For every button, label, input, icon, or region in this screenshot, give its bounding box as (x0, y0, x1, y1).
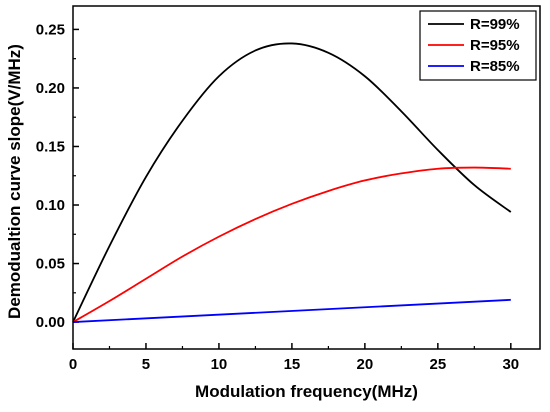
y-axis-title: Demodualtion curve slope(V/MHz) (5, 44, 24, 319)
x-tick-label: 30 (502, 356, 519, 373)
y-tick-label: 0.00 (36, 314, 65, 331)
x-tick-label: 15 (284, 356, 301, 373)
x-tick-label: 0 (69, 356, 77, 373)
x-tick-label: 5 (142, 356, 150, 373)
x-axis-ticks: 0 5 10 15 20 25 30 (69, 343, 519, 373)
series-line-1 (72, 42, 512, 323)
legend-label-1: R=99% (470, 16, 520, 33)
x-tick-label: 25 (430, 356, 447, 373)
y-tick-label: 0.15 (36, 138, 65, 155)
x-axis-title: Modulation frequency(MHz) (195, 382, 418, 401)
y-tick-label: 0.25 (36, 21, 65, 38)
legend-label-2: R=95% (470, 37, 520, 54)
x-tick-label: 10 (211, 356, 228, 373)
y-tick-label: 0.20 (36, 80, 65, 97)
y-axis-ticks: 0.00 0.05 0.10 0.15 0.20 0.25 (36, 21, 79, 331)
series-layer (72, 42, 512, 323)
x-tick-label: 20 (357, 356, 374, 373)
y-tick-label: 0.05 (36, 256, 65, 273)
y-tick-label: 0.10 (36, 197, 65, 214)
plot-frame (72, 5, 541, 350)
legend-label-3: R=85% (470, 58, 520, 75)
series-line-2 (72, 166, 511, 323)
legend: R=99% R=95% R=85% (419, 10, 537, 81)
series-line-3 (72, 298, 511, 323)
